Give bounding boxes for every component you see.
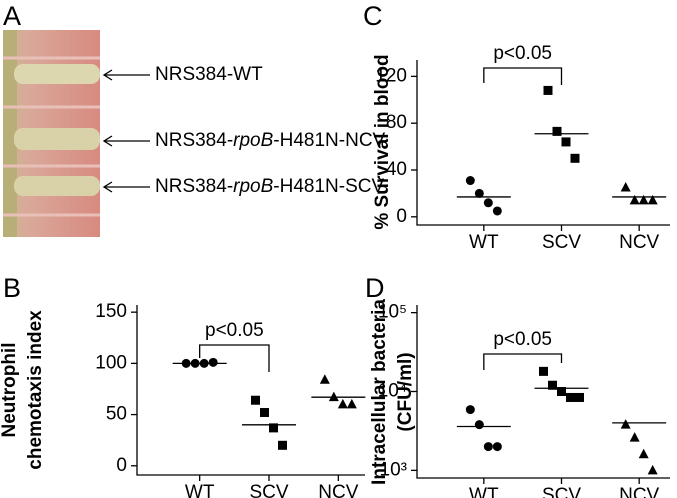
annotation: p<0.05 — [493, 329, 552, 350]
data-point — [251, 395, 260, 405]
axes — [136, 305, 365, 476]
y-tick-label: 80 — [386, 112, 407, 133]
data-point — [483, 198, 493, 208]
annotation: p<0.05 — [205, 320, 264, 341]
x-tick-label: WT — [185, 482, 215, 498]
data-point — [260, 408, 269, 418]
x-tick-label: WT — [469, 485, 499, 498]
panel-letter: C — [363, 1, 383, 31]
y-tick-label: 10⁵ — [378, 302, 407, 323]
y-axis-label: % Survival in blood — [372, 54, 393, 229]
x-tick-label: NCV — [619, 485, 659, 498]
data-point — [620, 419, 631, 429]
y-tick-label: 10³ — [380, 459, 407, 480]
data-point — [548, 380, 557, 390]
axes — [416, 305, 670, 479]
y-tick-label: 100 — [95, 352, 127, 373]
data-point — [269, 423, 278, 433]
data-point — [539, 366, 548, 376]
data-point — [575, 392, 584, 402]
data-point — [492, 206, 502, 216]
data-point — [465, 176, 475, 186]
data-point — [570, 153, 580, 163]
data-point — [620, 182, 631, 192]
data-point — [629, 432, 640, 442]
data-point — [319, 374, 330, 384]
data-point — [557, 387, 566, 396]
y-axis-label: Neutrophil — [0, 343, 20, 438]
y-tick-label: 0 — [116, 455, 127, 476]
x-tick-label: NCV — [318, 482, 358, 498]
arrows — [102, 69, 150, 193]
strain-label: NRS384-WT — [155, 64, 263, 85]
label-part: NRS384- — [155, 130, 233, 151]
data-point — [474, 188, 484, 198]
label-part: NRS384-WT — [155, 64, 263, 85]
data-point — [492, 442, 502, 452]
data-point — [638, 448, 649, 459]
y-tick-label: 0 — [396, 206, 407, 227]
label-part: NRS384- — [155, 176, 233, 197]
data-point — [638, 194, 649, 205]
significance-bracket — [483, 67, 563, 85]
label-part: -H481N-NCV — [273, 130, 385, 151]
data-point — [629, 194, 640, 205]
x-tick-label: SCV — [249, 482, 288, 498]
y-tick-label: 50 — [106, 404, 127, 425]
y-tick-label: 120 — [375, 65, 407, 86]
plate-photo — [3, 30, 100, 237]
data-point — [543, 85, 553, 95]
axes — [416, 60, 670, 226]
significance-bracket — [199, 344, 270, 372]
x-tick-label: SCV — [542, 485, 581, 498]
data-point — [474, 420, 484, 430]
data-point — [278, 440, 287, 450]
panel-letter: A — [3, 1, 21, 31]
data-point — [647, 464, 658, 475]
data-point — [561, 137, 571, 147]
label-part: -H481N-SCV — [273, 176, 384, 197]
data-point — [647, 194, 658, 205]
y-axis-label: (CFU/ml) — [395, 352, 416, 431]
panel-letter: D — [365, 273, 385, 303]
strain-label: NRS384-rpoB-H481N-SCV — [155, 176, 384, 197]
data-point — [566, 392, 575, 402]
significance-bracket — [483, 353, 563, 370]
x-tick-label: NCV — [619, 232, 659, 253]
annotation: p<0.05 — [493, 43, 552, 64]
label-part: rpoB — [233, 130, 273, 151]
data-point — [208, 357, 218, 367]
label-part: rpoB — [233, 176, 273, 197]
data-point — [346, 398, 357, 409]
y-axis-label: Intracellular bacteria — [369, 299, 390, 485]
strain-labels: NRS384-WTNRS384-rpoB-H481N-NCVNRS384-rpo… — [155, 64, 386, 197]
y-tick-label: 40 — [386, 159, 407, 180]
data-point — [552, 126, 562, 136]
data-point — [328, 391, 339, 402]
panel-letter: B — [3, 273, 21, 303]
y-tick-label: 10⁴ — [378, 381, 407, 402]
strain-label: NRS384-rpoB-H481N-NCV — [155, 130, 386, 151]
data-point — [465, 405, 475, 415]
y-axis-label: chemotaxis index — [25, 310, 46, 470]
x-tick-label: SCV — [542, 232, 581, 253]
y-tick-label: 150 — [95, 301, 127, 322]
data-point — [483, 442, 493, 452]
x-tick-label: WT — [469, 232, 499, 253]
data-point — [337, 398, 348, 409]
